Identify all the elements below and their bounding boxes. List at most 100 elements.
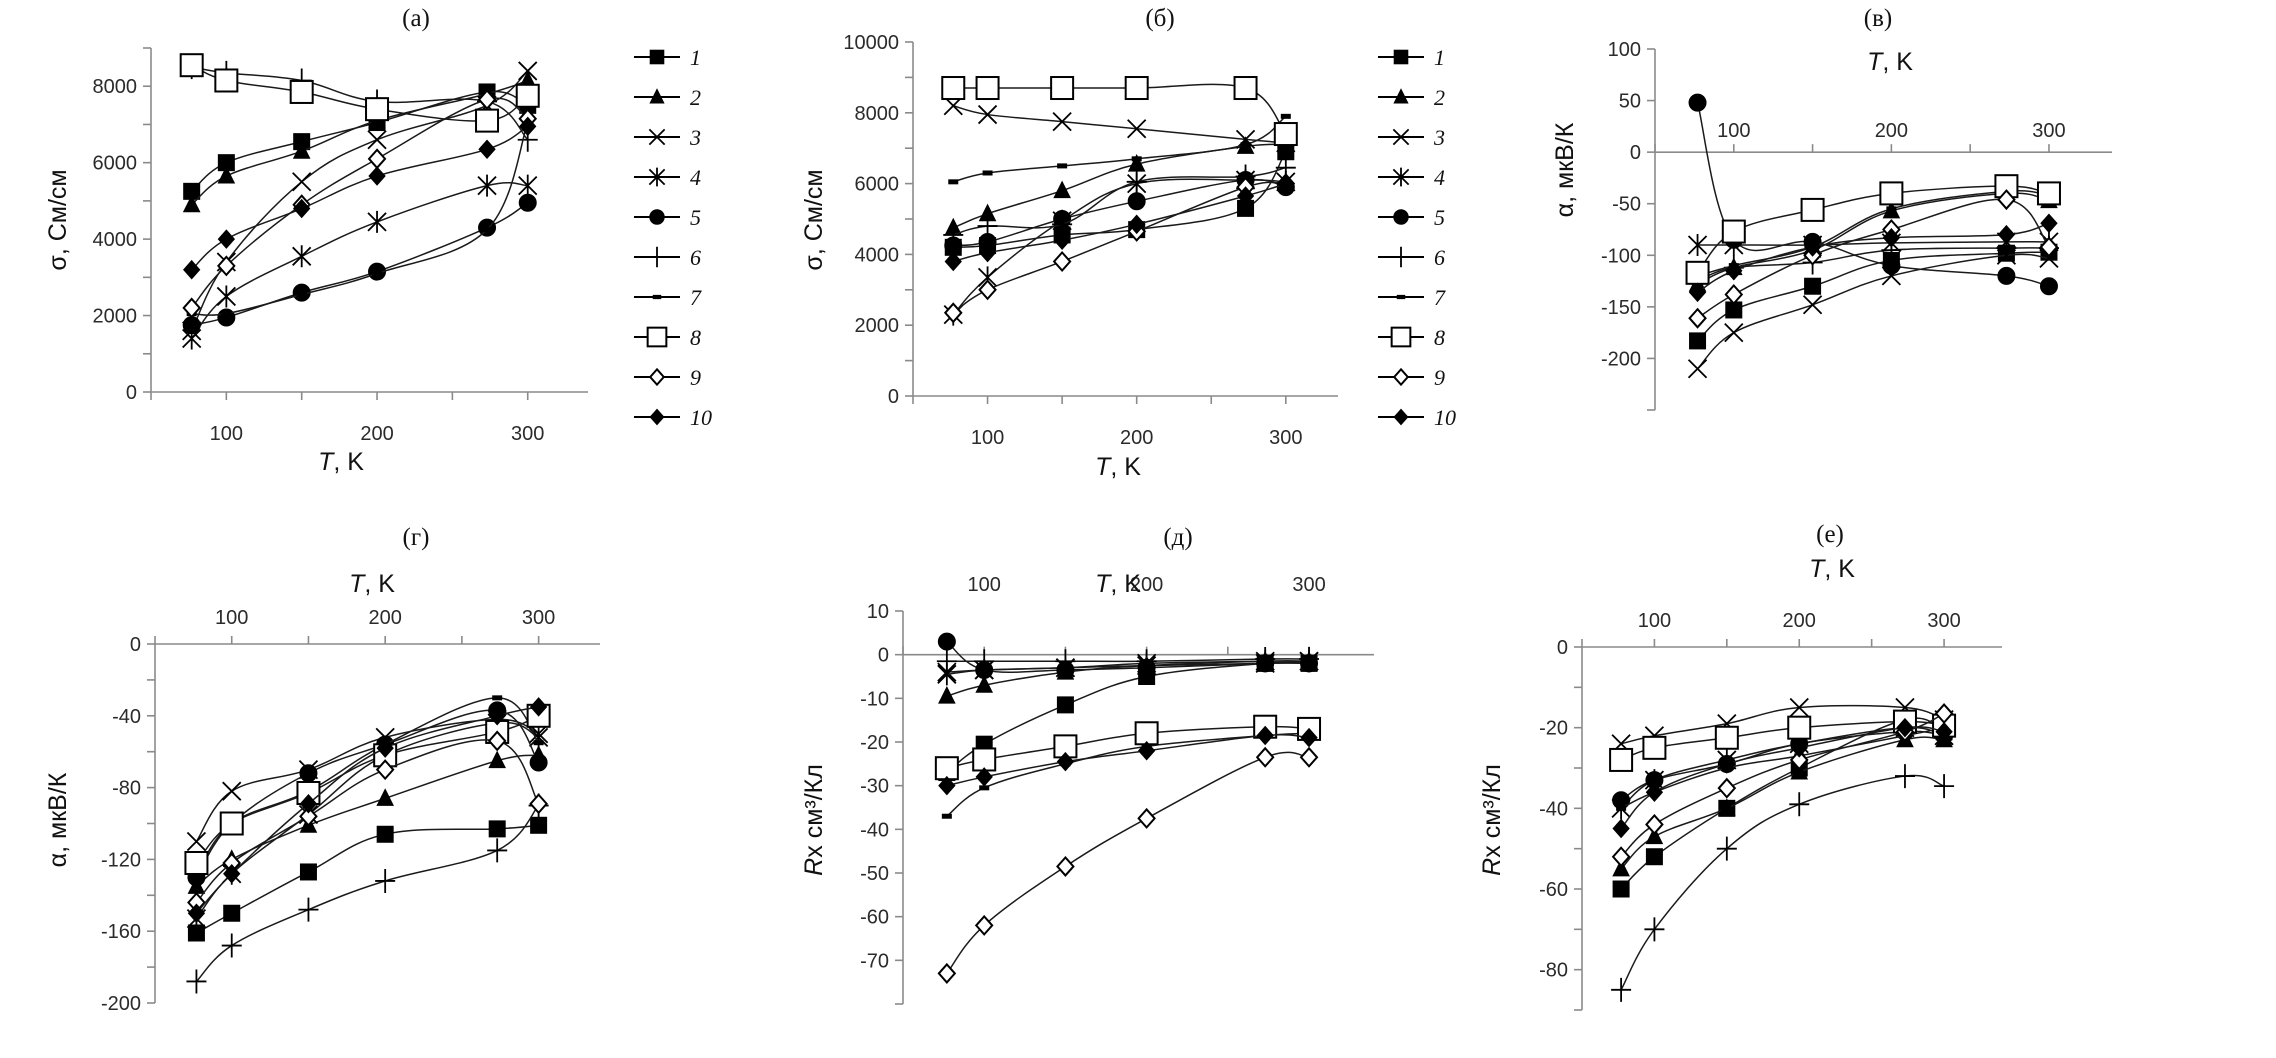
marker-square-open: [1879, 181, 1904, 206]
y-tick-label: 100: [1608, 39, 1641, 61]
marker-diamond-filled: [944, 251, 962, 272]
legend-label: 1: [690, 45, 701, 70]
chart-panel-3: (в) -200 -150 -100 -50 0 50 100 100 200 300 T, K α, …: [1551, 5, 2112, 411]
x-tick-label: 200: [1120, 427, 1153, 449]
y-tick-label: 0: [130, 634, 141, 656]
series-10: [187, 697, 548, 924]
panel-label: (б): [1145, 5, 1174, 32]
marker-diamond-open: [1688, 307, 1707, 329]
marker-diamond-open: [1611, 846, 1631, 868]
legend-label: 1: [1434, 45, 1445, 70]
marker-dash: [482, 227, 493, 233]
marker-diamond-open: [1997, 189, 2016, 211]
marker-dash: [1396, 294, 1406, 300]
y-axis-title: Rx см³/Кл: [800, 764, 828, 876]
y-axis-title: Rx см³/Кл: [1478, 764, 1506, 876]
x-tick-label: 300: [2032, 120, 2065, 142]
marker-square-open: [972, 747, 997, 772]
marker-diamond-filled: [1128, 214, 1146, 235]
marker-dash: [372, 271, 383, 277]
series-8: [184, 703, 551, 875]
legend-item-8: 8: [1378, 325, 1445, 350]
series-8: [941, 76, 1298, 147]
marker-x-cross: [292, 172, 312, 192]
marker-triangle-filled: [292, 141, 311, 159]
marker-square-open: [184, 850, 209, 875]
panel-label: (г): [403, 524, 430, 551]
marker-diamond-filled: [1882, 227, 1901, 248]
y-tick-label: -120: [101, 849, 141, 871]
series-line: [1620, 774, 1945, 991]
marker-triangle-filled: [1393, 88, 1409, 104]
series-line: [1697, 253, 2050, 370]
series-10: [1612, 717, 1953, 839]
x-axis-title: T, K: [1095, 453, 1141, 481]
legend-item-4: 4: [1378, 165, 1445, 190]
marker-diamond-filled: [529, 697, 548, 717]
series-line: [953, 182, 1287, 263]
legend-item-3: 3: [1378, 125, 1445, 150]
y-tick-label: 2000: [93, 306, 138, 328]
marker-diamond-filled: [978, 242, 997, 263]
x-axis-title: T, K: [1867, 48, 1913, 76]
legend-label: 9: [1434, 365, 1445, 390]
marker-square-open: [214, 68, 239, 93]
x-tick-label: 100: [968, 574, 1001, 596]
series-line: [946, 732, 1310, 817]
marker-diamond-open: [477, 89, 497, 111]
marker-diamond-open: [1724, 283, 1744, 305]
marker-x-cross: [1789, 697, 1809, 718]
marker-x-cross: [518, 61, 538, 81]
marker-plus: [648, 246, 666, 268]
marker-square-open: [515, 83, 540, 108]
y-tick-label: 10000: [843, 32, 899, 54]
marker-square-filled: [1056, 696, 1074, 714]
series-8: [1685, 174, 2061, 285]
series-line: [953, 115, 1287, 183]
marker-diamond-open: [299, 805, 318, 827]
y-axis-title: σ, См/см: [44, 169, 72, 270]
marker-diamond-filled: [649, 408, 665, 426]
marker-square-open: [2036, 181, 2061, 206]
marker-square-open: [975, 76, 1000, 101]
legend-label: 10: [690, 405, 712, 430]
marker-plus: [298, 897, 319, 922]
marker-plus: [977, 214, 998, 239]
marker-square-open: [1124, 76, 1149, 101]
series-10: [944, 173, 1295, 272]
legend-item-4: 4: [634, 165, 701, 190]
marker-dash: [1616, 805, 1627, 811]
marker-square-filled: [299, 863, 317, 881]
marker-square-open: [1685, 260, 1710, 285]
marker-diamond-filled: [1688, 282, 1707, 303]
series-line: [1620, 712, 1945, 858]
y-tick-label: 0: [126, 382, 137, 404]
marker-diamond-open: [217, 255, 236, 277]
x-tick-label: 100: [1717, 120, 1750, 142]
marker-circle-filled: [518, 193, 537, 212]
marker-diamond-open: [937, 962, 957, 984]
marker-diamond-open: [1299, 746, 1319, 768]
marker-square-filled: [530, 816, 548, 834]
series-line: [953, 166, 1286, 236]
marker-diamond-filled: [187, 903, 206, 924]
marker-diamond-filled: [1935, 721, 1953, 742]
marker-diamond-filled: [1725, 261, 1743, 281]
marker-diamond-filled: [1277, 173, 1295, 194]
marker-dash: [1131, 156, 1142, 162]
x-tick-label: 300: [511, 423, 544, 445]
marker-square-open: [646, 326, 668, 348]
y-tick-label: -40: [860, 819, 889, 841]
series-line: [946, 751, 1310, 974]
marker-diamond-filled: [478, 139, 496, 160]
marker-dash: [1057, 163, 1068, 169]
series-6: [943, 155, 1296, 247]
marker-x-cross: [186, 831, 207, 852]
marker-diamond-filled: [376, 738, 394, 758]
marker-square-open: [1800, 197, 1825, 222]
series-line: [195, 754, 539, 887]
x-axis-title: T, K: [1095, 570, 1141, 598]
marker-square-open: [1714, 725, 1739, 750]
legend-label: 5: [1434, 205, 1445, 230]
marker-x-cross: [1392, 128, 1410, 146]
